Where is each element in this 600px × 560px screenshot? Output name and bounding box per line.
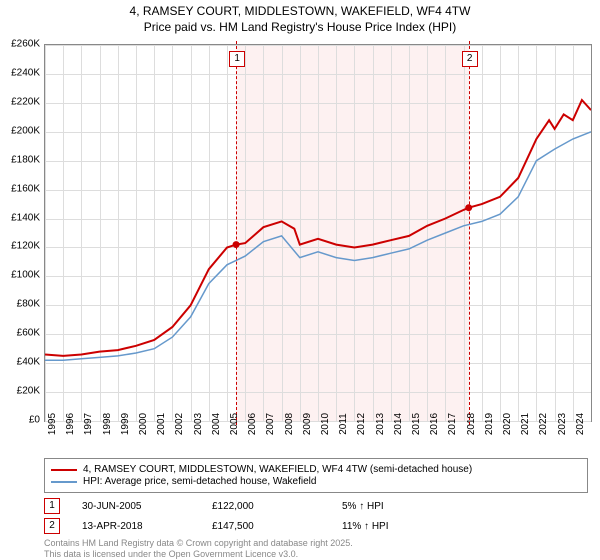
sale-marker-icon: 1 bbox=[44, 498, 60, 514]
x-tick-label: 2020 bbox=[502, 413, 513, 435]
footer-line2: This data is licensed under the Open Gov… bbox=[44, 549, 353, 560]
x-tick-label: 2004 bbox=[211, 413, 222, 435]
legend-item: HPI: Average price, semi-detached house,… bbox=[51, 476, 581, 487]
series-line bbox=[45, 100, 591, 356]
x-tick-label: 2010 bbox=[320, 413, 331, 435]
legend-swatch bbox=[51, 481, 77, 483]
sale-row: 2 13-APR-2018 £147,500 11% ↑ HPI bbox=[44, 518, 588, 534]
title-line2: Price paid vs. HM Land Registry's House … bbox=[0, 20, 600, 36]
x-tick-label: 2016 bbox=[429, 413, 440, 435]
x-tick-label: 2013 bbox=[375, 413, 386, 435]
sale-price: £122,000 bbox=[212, 501, 342, 512]
x-tick-label: 2011 bbox=[338, 413, 349, 435]
sale-date: 30-JUN-2005 bbox=[82, 501, 212, 512]
x-tick-label: 2006 bbox=[247, 413, 258, 435]
sale-price: £147,500 bbox=[212, 521, 342, 532]
x-tick-label: 2022 bbox=[538, 413, 549, 435]
x-tick-label: 2007 bbox=[265, 413, 276, 435]
x-tick-label: 2023 bbox=[557, 413, 568, 435]
chart-marker-box: 2 bbox=[462, 51, 478, 67]
line-series-svg bbox=[45, 45, 591, 421]
title-line1: 4, RAMSEY COURT, MIDDLESTOWN, WAKEFIELD,… bbox=[0, 4, 600, 20]
sale-pct-vs-hpi: 5% ↑ HPI bbox=[342, 501, 462, 512]
x-tick-label: 2019 bbox=[484, 413, 495, 435]
chart-marker-box: 1 bbox=[229, 51, 245, 67]
x-tick-label: 2012 bbox=[356, 413, 367, 435]
x-tick-label: 2009 bbox=[302, 413, 313, 435]
x-tick-label: 1998 bbox=[102, 413, 113, 435]
legend-box: 4, RAMSEY COURT, MIDDLESTOWN, WAKEFIELD,… bbox=[44, 458, 588, 493]
y-tick-label: £240K bbox=[4, 67, 40, 78]
y-tick-label: £100K bbox=[4, 270, 40, 281]
y-tick-label: £0 bbox=[4, 415, 40, 426]
x-tick-label: 1995 bbox=[47, 413, 58, 435]
sale-row: 1 30-JUN-2005 £122,000 5% ↑ HPI bbox=[44, 498, 588, 514]
x-tick-label: 1996 bbox=[65, 413, 76, 435]
y-tick-label: £40K bbox=[4, 357, 40, 368]
y-tick-label: £80K bbox=[4, 299, 40, 310]
chart-title: 4, RAMSEY COURT, MIDDLESTOWN, WAKEFIELD,… bbox=[0, 0, 600, 35]
footer-copyright: Contains HM Land Registry data © Crown c… bbox=[44, 538, 353, 560]
sale-marker-icon: 2 bbox=[44, 518, 60, 534]
x-tick-label: 2017 bbox=[447, 413, 458, 435]
y-tick-label: £120K bbox=[4, 241, 40, 252]
y-tick-label: £180K bbox=[4, 154, 40, 165]
x-tick-label: 1999 bbox=[120, 413, 131, 435]
y-tick-label: £20K bbox=[4, 386, 40, 397]
legend-item: 4, RAMSEY COURT, MIDDLESTOWN, WAKEFIELD,… bbox=[51, 464, 581, 475]
sale-point-marker bbox=[465, 204, 472, 211]
x-tick-label: 2024 bbox=[575, 413, 586, 435]
x-tick-label: 2018 bbox=[466, 413, 477, 435]
chart-container: 4, RAMSEY COURT, MIDDLESTOWN, WAKEFIELD,… bbox=[0, 0, 600, 560]
y-tick-label: £60K bbox=[4, 328, 40, 339]
sale-date: 13-APR-2018 bbox=[82, 521, 212, 532]
x-tick-label: 2021 bbox=[520, 413, 531, 435]
y-tick-label: £200K bbox=[4, 125, 40, 136]
sale-pct-vs-hpi: 11% ↑ HPI bbox=[342, 521, 462, 532]
y-tick-label: £260K bbox=[4, 39, 40, 50]
y-tick-label: £220K bbox=[4, 96, 40, 107]
series-line bbox=[45, 132, 591, 360]
footer-line1: Contains HM Land Registry data © Crown c… bbox=[44, 538, 353, 549]
legend-label: HPI: Average price, semi-detached house,… bbox=[83, 476, 316, 487]
x-tick-label: 2001 bbox=[156, 413, 167, 435]
x-tick-label: 2008 bbox=[284, 413, 295, 435]
x-tick-label: 2003 bbox=[193, 413, 204, 435]
plot-area: 12 bbox=[44, 44, 592, 422]
y-tick-label: £140K bbox=[4, 212, 40, 223]
x-tick-label: 2005 bbox=[229, 413, 240, 435]
x-tick-label: 2002 bbox=[174, 413, 185, 435]
sale-point-marker bbox=[233, 241, 240, 248]
x-tick-label: 2000 bbox=[138, 413, 149, 435]
legend-swatch bbox=[51, 469, 77, 471]
x-tick-label: 1997 bbox=[83, 413, 94, 435]
x-tick-label: 2014 bbox=[393, 413, 404, 435]
y-tick-label: £160K bbox=[4, 183, 40, 194]
legend-label: 4, RAMSEY COURT, MIDDLESTOWN, WAKEFIELD,… bbox=[83, 464, 472, 475]
x-tick-label: 2015 bbox=[411, 413, 422, 435]
